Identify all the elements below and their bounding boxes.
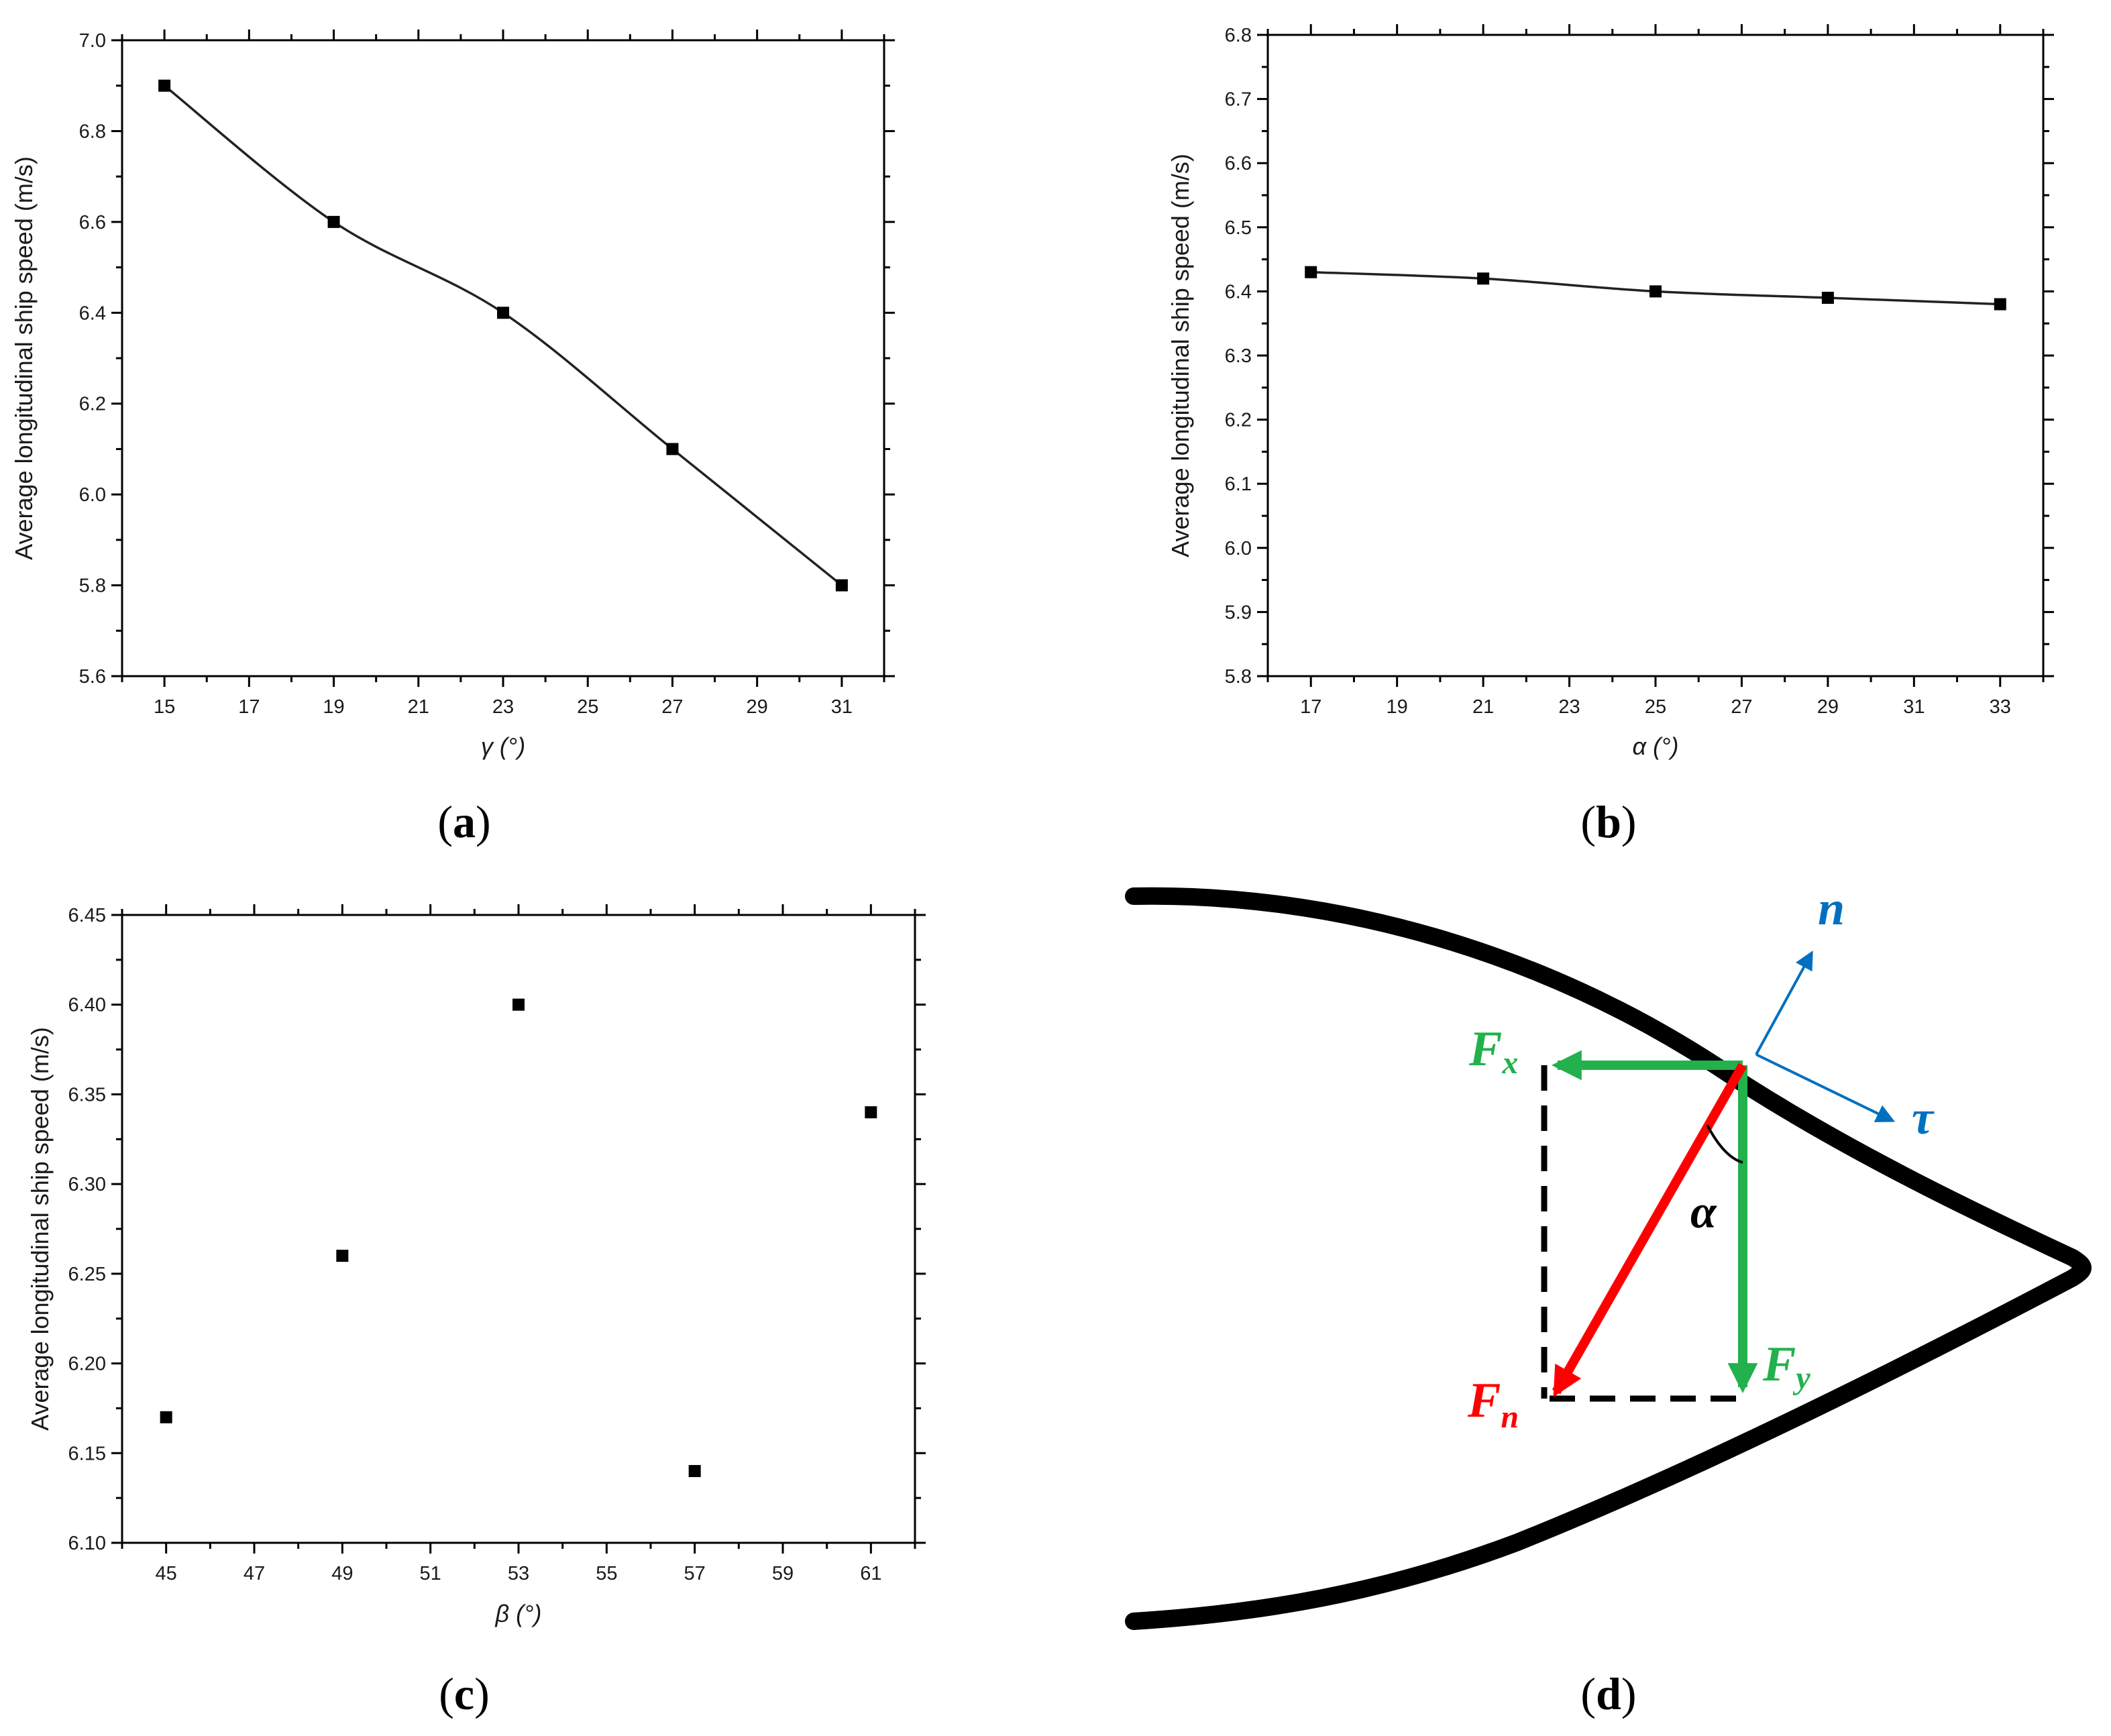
- fy-label: Fy: [1762, 1337, 1810, 1396]
- n-label: n: [1818, 881, 1845, 935]
- panel-label-d: (d): [1580, 1668, 1636, 1719]
- x-tick-label: 51: [420, 1563, 441, 1584]
- panel-label-b: (b): [1580, 796, 1636, 847]
- plot-frame: [121, 39, 885, 677]
- data-point: [1994, 298, 2006, 311]
- x-axis-label: α (°): [1633, 733, 1679, 760]
- chart-a-speed-vs-gamma: 15 17 19 21 23 25 27 29 31 5.6 5.8 6.0 6.2 6.4 6.6 6.8 7…: [10, 30, 895, 760]
- chart-c-speed-vs-beta: 45 47 49 51 53 55 57 59 61 6.10 6.15 6.20 6.25 6.30 6.…: [26, 904, 926, 1627]
- y-tick-label: 6.15: [68, 1443, 106, 1464]
- x-tick-label: 21: [1472, 696, 1494, 718]
- x-tick-label: 27: [1731, 696, 1752, 718]
- y-tick-label: 5.8: [1225, 666, 1252, 688]
- x-tick-label: 45: [156, 1563, 177, 1584]
- x-tick-label: 31: [831, 696, 853, 718]
- y-tick-label: 6.25: [68, 1264, 106, 1285]
- y-tick-label: 6.10: [68, 1533, 106, 1554]
- data-point: [160, 1411, 172, 1423]
- y-tick-label: 6.4: [1225, 281, 1252, 303]
- fn-label: Fn: [1467, 1373, 1519, 1435]
- data-point: [158, 79, 171, 92]
- y-axis-label: Average longitudinal ship speed (m/s): [1167, 154, 1194, 557]
- x-tick-label: 55: [596, 1563, 617, 1584]
- y-tick-label: 6.40: [68, 995, 106, 1016]
- x-tick-label: 31: [1903, 696, 1925, 718]
- x-tick-label: 17: [238, 696, 260, 718]
- data-point: [666, 443, 679, 455]
- x-axis-label: γ (°): [481, 733, 525, 760]
- y-tick-label: 6.0: [79, 484, 106, 506]
- x-tick-label: 33: [1990, 696, 2011, 718]
- y-tick-label: 6.1: [1225, 474, 1252, 495]
- plot-frame: [1266, 34, 2045, 677]
- data-point: [1477, 272, 1490, 285]
- y-tick-label: 6.45: [68, 905, 106, 926]
- y-tick-label: 6.20: [68, 1354, 106, 1375]
- y-axis-label: Average longitudinal ship speed (m/s): [26, 1027, 54, 1431]
- tau-label: τ: [1912, 1091, 1935, 1144]
- x-tick-label: 61: [860, 1563, 881, 1584]
- data-point: [688, 1465, 701, 1478]
- panel-label-a: (a): [437, 796, 490, 847]
- x-tick-label: 25: [1645, 696, 1666, 718]
- x-tick-label: 59: [772, 1563, 794, 1584]
- x-tick-label: 47: [243, 1563, 265, 1584]
- x-tick-label: 29: [747, 696, 768, 718]
- x-tick-label: 27: [661, 696, 683, 718]
- y-tick-label: 5.9: [1225, 602, 1252, 623]
- data-point: [336, 1250, 349, 1262]
- y-tick-label: 6.6: [1225, 153, 1252, 174]
- x-tick-label: 17: [1300, 696, 1321, 718]
- x-tick-label: 23: [492, 696, 514, 718]
- x-tick-label: 21: [408, 696, 429, 718]
- y-tick-label: 5.6: [79, 666, 106, 688]
- y-tick-label: 6.6: [79, 212, 106, 233]
- force-diagram: n τ Fx Fy Fn α: [1125, 881, 2092, 1630]
- y-tick-label: 6.3: [1225, 345, 1252, 367]
- data-point: [327, 215, 340, 228]
- chart-b-speed-vs-alpha: 17 19 21 23 25 27 29 31 33 5.8 5.9 6.0 6.1 6.2 6.3 6.4 6…: [1167, 24, 2054, 760]
- series-line: [164, 85, 843, 586]
- x-tick-label: 49: [331, 1563, 353, 1584]
- x-tick-label: 15: [154, 696, 175, 718]
- x-tick-label: 23: [1558, 696, 1580, 718]
- y-tick-label: 6.30: [68, 1174, 106, 1195]
- x-tick-label: 53: [508, 1563, 529, 1584]
- y-tick-label: 6.5: [1225, 217, 1252, 239]
- x-tick-label: 19: [323, 696, 344, 718]
- y-tick-label: 6.35: [68, 1084, 106, 1105]
- data-point: [1305, 266, 1317, 278]
- x-axis-label: β (°): [495, 1600, 542, 1627]
- x-tick-label: 57: [684, 1563, 706, 1584]
- alpha-label: α: [1690, 1187, 1717, 1238]
- y-tick-label: 6.0: [1225, 538, 1252, 559]
- y-axis-label: Average longitudinal ship speed (m/s): [10, 156, 38, 560]
- y-tick-label: 6.4: [79, 303, 106, 324]
- x-tick-label: 19: [1387, 696, 1408, 718]
- x-tick-label: 25: [577, 696, 598, 718]
- data-point: [497, 307, 509, 319]
- y-tick-label: 6.7: [1225, 89, 1252, 111]
- data-point: [835, 579, 848, 592]
- y-tick-label: 6.2: [79, 394, 106, 415]
- tau-axis-arrow: [1755, 1053, 1896, 1122]
- fn-arrow: [1552, 1063, 1747, 1397]
- y-tick-label: 6.8: [79, 121, 106, 142]
- y-tick-label: 7.0: [79, 30, 106, 52]
- n-axis-arrow: [1755, 951, 1813, 1055]
- panel-label-c: (c): [439, 1668, 490, 1719]
- data-point: [512, 998, 525, 1011]
- alpha-angle-arc: [1706, 1124, 1743, 1164]
- y-tick-label: 6.8: [1225, 25, 1252, 46]
- y-tick-label: 5.8: [79, 576, 106, 597]
- fx-label: Fx: [1468, 1022, 1518, 1081]
- x-tick-label: 29: [1817, 696, 1839, 718]
- data-point: [865, 1106, 877, 1119]
- y-tick-label: 6.2: [1225, 410, 1252, 431]
- hull-outline: [1125, 887, 2092, 1630]
- data-point: [1821, 291, 1834, 304]
- data-point: [1649, 285, 1662, 298]
